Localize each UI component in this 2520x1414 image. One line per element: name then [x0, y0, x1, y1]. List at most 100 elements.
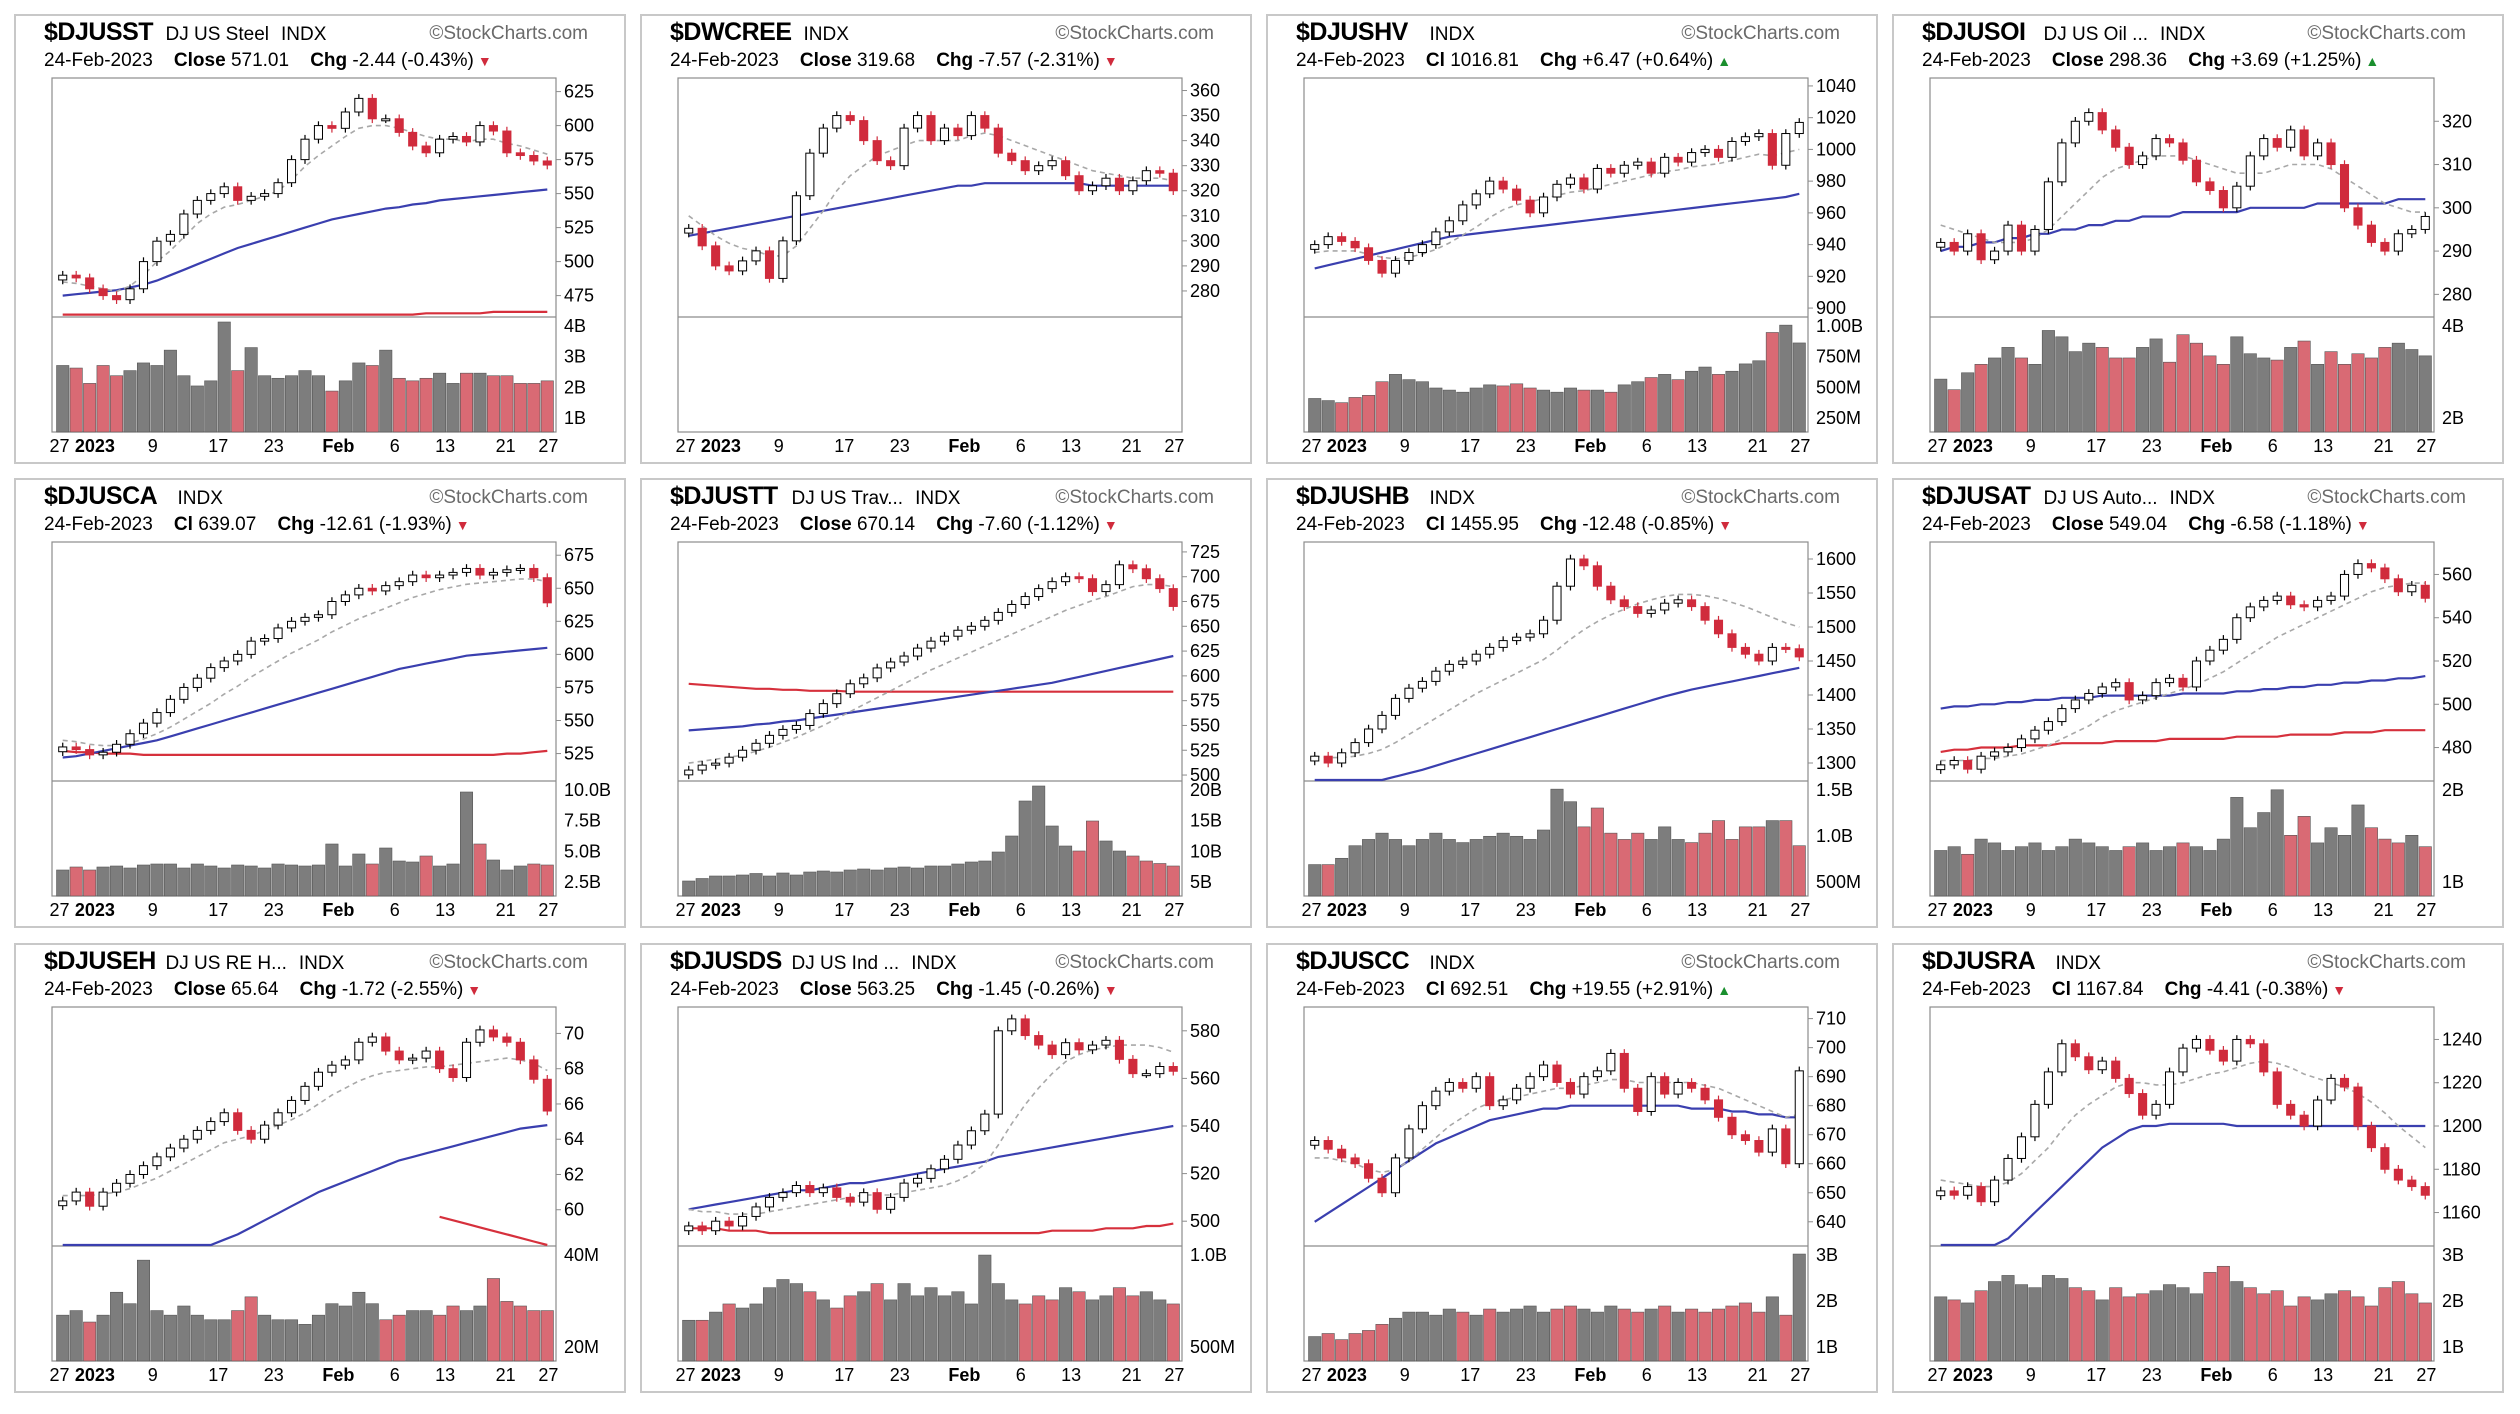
- candle: [1390, 259, 1401, 274]
- candle: [1565, 1081, 1575, 1095]
- candle: [1364, 1163, 1374, 1179]
- x-tick-label: 13: [2313, 1365, 2333, 1385]
- index-name-group: DJ US RE H... INDX: [166, 953, 345, 975]
- candle: [367, 97, 377, 120]
- volume-bar: [2270, 359, 2284, 433]
- candle: [1781, 646, 1791, 650]
- candle: [246, 640, 256, 655]
- candle: [2111, 129, 2121, 148]
- price-tick-label: 700: [1816, 1038, 1846, 1058]
- volume-bar: [1658, 826, 1672, 897]
- ticker-symbol[interactable]: $DJUSEH: [44, 947, 156, 975]
- volume-bar: [2136, 842, 2150, 897]
- candle: [791, 724, 801, 730]
- candle: [542, 1078, 552, 1112]
- volume-bar: [695, 878, 709, 897]
- ticker-symbol[interactable]: $DJUSCA: [44, 482, 158, 510]
- candle: [515, 567, 525, 571]
- ticker-symbol[interactable]: $DWCREE: [670, 18, 792, 46]
- chart-panel-djusca[interactable]: $DJUSCA INDX ©StockCharts.com 24-Feb-2023 C…: [14, 478, 626, 928]
- ticker-symbol[interactable]: $DJUSTT: [670, 482, 778, 510]
- candle: [1633, 1087, 1643, 1112]
- ticker-symbol[interactable]: $DJUSCC: [1296, 947, 1410, 975]
- candle: [1619, 164, 1629, 174]
- volume-bar: [1166, 865, 1180, 897]
- chart-panel-djusst[interactable]: $DJUSST DJ US Steel INDX ©StockCharts.com 24…: [14, 14, 626, 464]
- chart-panel-djusat[interactable]: $DJUSAT DJ US Auto... INDX ©StockCharts.com…: [1892, 478, 2504, 928]
- volume-tick-label: 10B: [1190, 841, 1222, 861]
- price-chart[interactable]: 675 650 625 600 575 550 525 10.0B 7.5B 5.0B 2.5B 27…: [16, 480, 624, 926]
- candle: [1431, 1090, 1441, 1107]
- candle: [219, 186, 229, 195]
- ma10-line: [688, 1044, 1174, 1215]
- ticker-symbol[interactable]: $DJUSDS: [670, 947, 782, 975]
- chart-panel-djusra[interactable]: $DJUSRA INDX ©StockCharts.com 24-Feb-2023 C…: [1892, 943, 2504, 1393]
- price-tick-label: 580: [1190, 1021, 1220, 1041]
- candle: [1619, 599, 1629, 608]
- volume-bar: [2189, 342, 2203, 433]
- candle: [448, 1068, 458, 1079]
- plot-frame: [677, 77, 1183, 433]
- ticker-symbol[interactable]: $DJUSHV: [1296, 18, 1408, 46]
- volume-bar: [298, 865, 312, 897]
- candle: [2057, 1043, 2067, 1073]
- candle: [913, 647, 923, 657]
- ticker-symbol[interactable]: $DJUSHB: [1296, 482, 1410, 510]
- ma50-line: [62, 1124, 548, 1247]
- x-tick-label: 27: [538, 1365, 558, 1385]
- ticker-symbol[interactable]: $DJUSAT: [1922, 482, 2031, 510]
- candle: [2151, 682, 2161, 697]
- candle: [2245, 155, 2255, 187]
- x-tick-label: Feb: [322, 436, 354, 456]
- close-label: Close: [2051, 50, 2104, 71]
- price-tick-label: 520: [2442, 651, 2472, 671]
- chart-header: $DJUSAT DJ US Auto... INDX ©StockCharts.com…: [1894, 480, 2502, 542]
- volume-tick-label: 1B: [2442, 872, 2464, 892]
- price-chart[interactable]: 1600 1550 1500 1450 1400 1350 1300 1.5B 1.0B 500M…: [1268, 480, 1876, 926]
- volume-bar: [1550, 391, 1564, 433]
- chart-panel-dwcree[interactable]: $DWCREE INDX ©StockCharts.com 24-Feb-2023 C…: [640, 14, 1252, 464]
- volume-tick-label: 3B: [1816, 1245, 1838, 1265]
- candle: [475, 567, 485, 576]
- volume-bar: [69, 1310, 83, 1362]
- candle: [684, 227, 694, 234]
- candle: [246, 1129, 256, 1140]
- candle: [980, 619, 990, 627]
- chart-panel-djuseh[interactable]: $DJUSEH DJ US RE H... INDX ©StockCharts.com…: [14, 943, 626, 1393]
- volume-bar: [177, 375, 191, 433]
- volume-bar: [1442, 1308, 1456, 1362]
- source-watermark: ©StockCharts.com: [1055, 487, 1214, 509]
- volume-bar: [736, 1307, 750, 1362]
- chart-panel-djushv[interactable]: $DJUSHV INDX ©StockCharts.com 24-Feb-2023 C…: [1266, 14, 1878, 464]
- ticker-symbol[interactable]: $DJUSST: [44, 18, 154, 46]
- candle: [408, 131, 418, 147]
- volume-bar: [1712, 820, 1726, 897]
- chart-panel-djuscc[interactable]: $DJUSCC INDX ©StockCharts.com 24-Feb-2023 C…: [1266, 943, 1878, 1393]
- index-name: DJ US Steel: [165, 24, 269, 45]
- chart-panel-djusds[interactable]: $DJUSDS DJ US Ind ... INDX ©StockCharts.com…: [640, 943, 1252, 1393]
- chart-panel-djustt[interactable]: $DJUSTT DJ US Trav... INDX ©StockCharts.com…: [640, 478, 1252, 928]
- chart-panel-djusoi[interactable]: $DJUSOI DJ US Oil ... INDX ©StockCharts.com…: [1892, 14, 2504, 464]
- candle: [1512, 636, 1522, 642]
- x-tick-label: 23: [2142, 436, 2162, 456]
- volume-bar: [1112, 850, 1126, 897]
- x-tick-label: 2023: [1327, 900, 1367, 920]
- volume-bar: [1362, 1330, 1376, 1362]
- source-label: StockCharts.com: [2321, 952, 2466, 973]
- chart-panel-djushb[interactable]: $DJUSHB INDX ©StockCharts.com 24-Feb-2023 C…: [1266, 478, 1878, 928]
- ticker-symbol[interactable]: $DJUSOI: [1922, 18, 2026, 46]
- ticker-symbol[interactable]: $DJUSRA: [1922, 947, 2036, 975]
- candle: [1337, 236, 1347, 242]
- volume-bar: [1631, 381, 1645, 433]
- volume-bar: [803, 1291, 817, 1362]
